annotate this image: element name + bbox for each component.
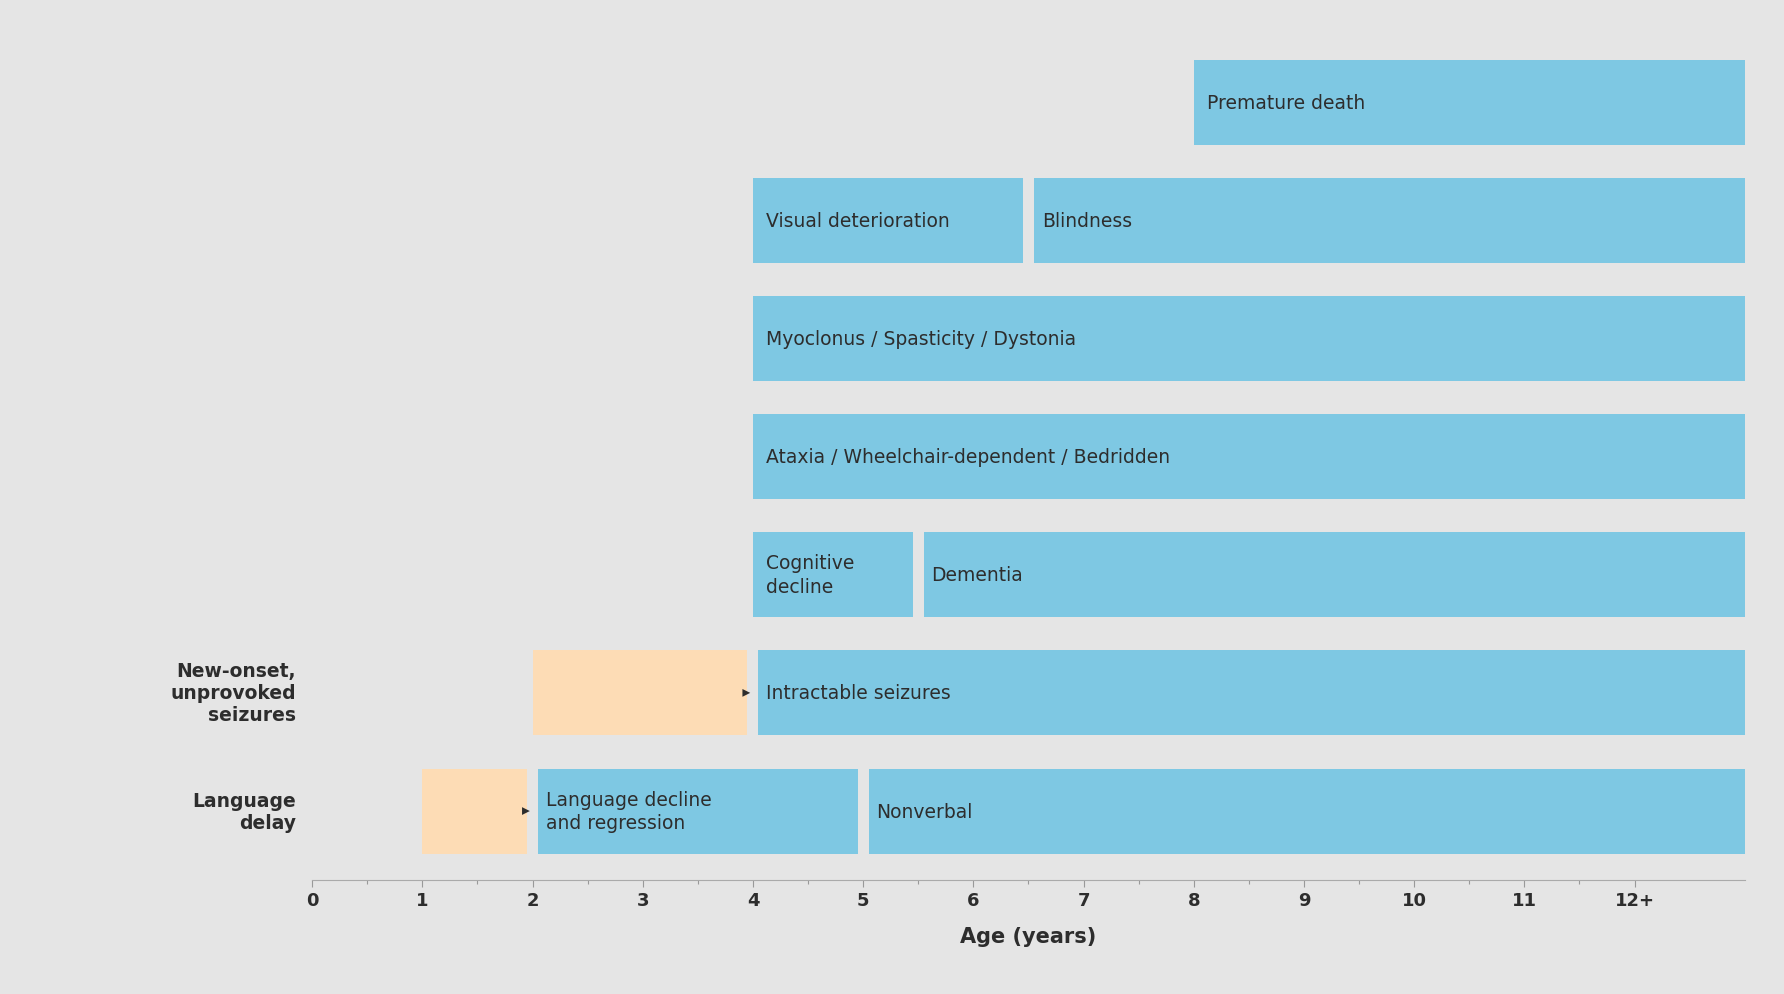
Text: Premature death: Premature death	[1208, 93, 1365, 112]
Text: Myoclonus / Spasticity / Dystonia: Myoclonus / Spasticity / Dystonia	[765, 330, 1076, 349]
Text: Intractable seizures: Intractable seizures	[765, 684, 951, 703]
Bar	[1035, 179, 1745, 263]
X-axis label: Age (years): Age (years)	[960, 926, 1097, 946]
Bar	[869, 768, 1745, 854]
Bar	[1193, 61, 1745, 145]
Bar	[753, 179, 1022, 263]
Text: Nonverbal: Nonverbal	[876, 802, 972, 821]
Bar	[758, 651, 1745, 736]
Bar	[539, 768, 858, 854]
Text: Ataxia / Wheelchair-dependent / Bedridden: Ataxia / Wheelchair-dependent / Bedridde…	[765, 447, 1170, 466]
Bar	[924, 533, 1745, 617]
Text: Language decline
and regression: Language decline and regression	[546, 790, 712, 832]
Bar	[753, 533, 913, 617]
Text: Dementia: Dementia	[931, 566, 1024, 584]
Text: Visual deterioration: Visual deterioration	[765, 212, 949, 231]
Text: Cognitive
decline: Cognitive decline	[765, 554, 855, 596]
Bar	[753, 414, 1745, 500]
Bar	[423, 768, 526, 854]
Bar	[753, 296, 1745, 382]
Text: New-onset,
unprovoked
seizures: New-onset, unprovoked seizures	[169, 662, 296, 725]
Text: Blindness: Blindness	[1042, 212, 1131, 231]
Bar	[533, 651, 747, 736]
Text: Language
delay: Language delay	[193, 791, 296, 832]
